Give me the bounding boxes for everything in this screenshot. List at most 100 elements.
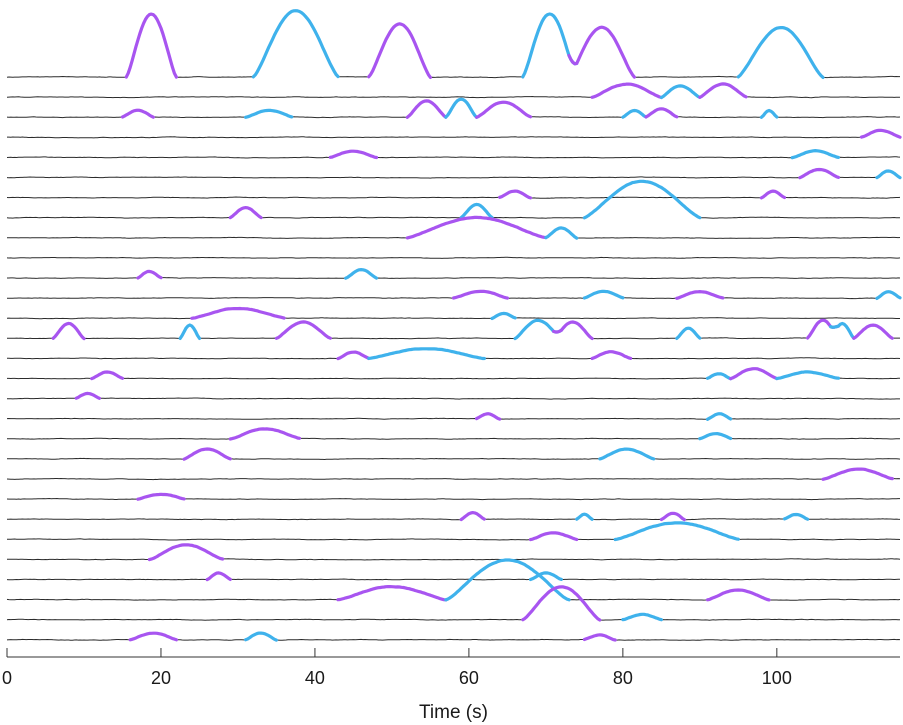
x-tick-label: 80 [613, 668, 633, 688]
event-segment [759, 189, 787, 200]
trace-line [6, 83, 901, 99]
event-segment [405, 99, 448, 119]
event-segment [344, 268, 379, 280]
event-segment [644, 107, 679, 119]
event-segment [228, 427, 302, 441]
event-segment [567, 25, 637, 79]
event-segment [120, 108, 155, 119]
event-segment [875, 290, 902, 300]
event-segment [875, 169, 902, 180]
event-segment [859, 128, 902, 139]
event-segment [205, 571, 232, 582]
x-tick-label: 60 [459, 668, 479, 688]
event-segment [405, 215, 548, 240]
x-axis-ticks: 0 20 40 60 80 100 [2, 648, 792, 688]
event-segment [521, 12, 579, 79]
trace-layer [6, 10, 901, 641]
event-segment [829, 321, 856, 340]
trace-line [6, 586, 901, 621]
event-segment [182, 447, 232, 461]
x-axis: 0 20 40 60 80 100 [2, 648, 900, 688]
event-segment [659, 511, 687, 522]
event-segment [613, 521, 740, 542]
event-segment [444, 558, 571, 602]
event-segment [74, 391, 102, 400]
event-segment [336, 350, 371, 361]
event-segment [274, 320, 332, 340]
event-segment [590, 350, 633, 361]
event-segment [621, 612, 664, 622]
event-segment [659, 84, 702, 100]
event-segment [128, 631, 178, 642]
event-segment [147, 543, 225, 562]
event-segment [675, 326, 702, 340]
event-segment [759, 108, 779, 119]
x-tick-label: 40 [305, 668, 325, 688]
event-segment [336, 584, 448, 602]
trace-line [6, 180, 901, 219]
event-segment [705, 412, 733, 421]
event-segment [728, 367, 779, 381]
event-segment [775, 370, 841, 381]
trace-line [6, 190, 901, 199]
trace-line [6, 392, 900, 400]
event-segment [590, 82, 664, 100]
event-segment [698, 432, 733, 441]
event-segment [582, 179, 702, 220]
trace-line [6, 522, 901, 541]
trace-line [6, 413, 901, 420]
event-segment [675, 290, 725, 300]
event-segment [544, 226, 579, 240]
event-segment [475, 100, 533, 119]
event-segment [598, 447, 656, 461]
event-segment [582, 633, 617, 642]
event-segment [852, 323, 894, 340]
trace-line [7, 428, 900, 440]
event-segment [51, 321, 86, 341]
trace-line [6, 468, 901, 481]
event-segment [513, 318, 563, 341]
event-segment [805, 318, 841, 340]
event-segment [528, 571, 563, 582]
trace-line [6, 168, 901, 179]
event-segment [251, 9, 340, 79]
event-segment [821, 467, 894, 481]
event-segment [90, 370, 125, 381]
event-segment [444, 97, 479, 119]
x-tick-label: 100 [762, 668, 792, 688]
event-segment [575, 512, 594, 521]
x-tick-label: 0 [2, 668, 12, 688]
trace-line [6, 572, 900, 581]
x-axis-label: Time (s) [419, 702, 488, 723]
trace-line [7, 512, 901, 521]
trace-line [6, 319, 900, 340]
event-segment [459, 510, 486, 522]
trace-line [6, 256, 901, 259]
event-segment [798, 167, 841, 180]
trace-line [6, 10, 900, 79]
x-tick-label: 20 [151, 668, 171, 688]
event-segment [451, 289, 509, 300]
event-segment [498, 189, 533, 200]
event-segment [621, 108, 648, 119]
event-segment [190, 306, 286, 320]
trace-line [7, 129, 901, 139]
trace-line [6, 307, 900, 320]
event-segment [528, 531, 579, 542]
event-segment [328, 149, 379, 160]
trace-line [6, 150, 901, 159]
event-segment [367, 347, 486, 361]
event-segment [367, 22, 432, 80]
trace-line [6, 544, 901, 561]
event-segment [736, 26, 825, 80]
event-segment [705, 372, 733, 381]
event-segment [475, 412, 502, 421]
event-segment [178, 323, 202, 340]
event-segment [551, 320, 594, 341]
event-segment [244, 108, 294, 119]
event-segment [136, 269, 163, 280]
event-layer [51, 9, 902, 642]
trace-line [6, 448, 901, 461]
event-segment [228, 206, 263, 220]
